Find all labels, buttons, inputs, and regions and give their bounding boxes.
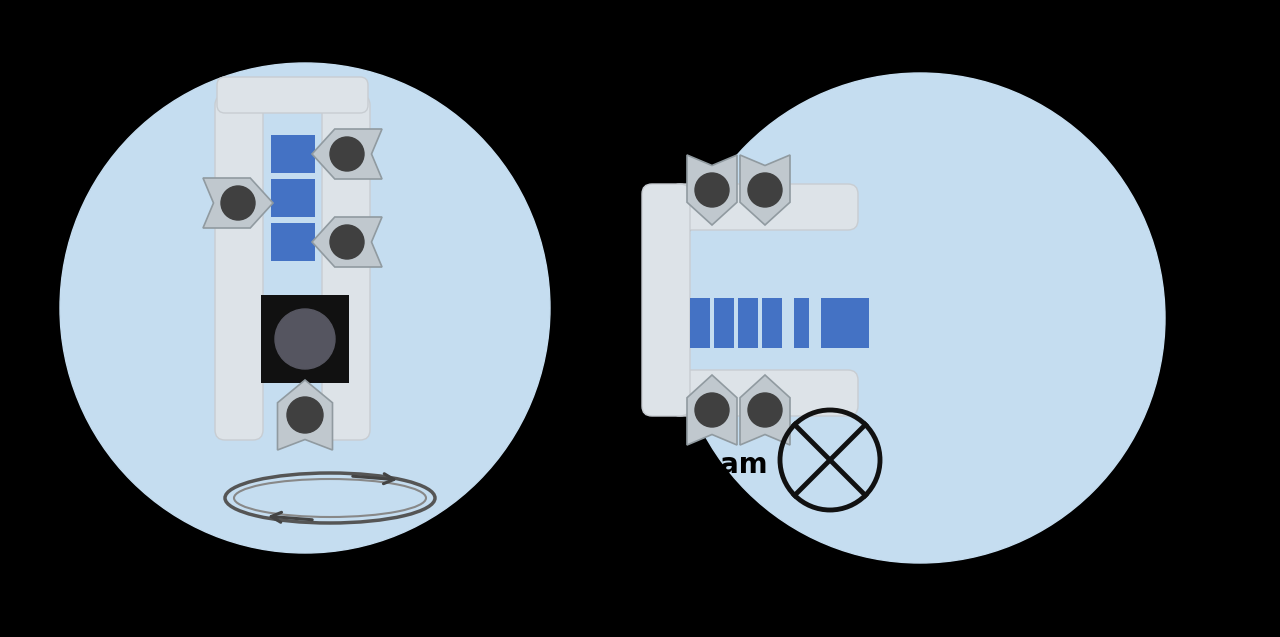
FancyBboxPatch shape (643, 184, 690, 416)
Polygon shape (740, 155, 790, 225)
Bar (271, 223, 315, 261)
Polygon shape (312, 217, 381, 267)
Text: Beam: Beam (681, 451, 768, 479)
Bar (271, 135, 315, 173)
Text: +ve ppth: +ve ppth (259, 556, 402, 584)
Circle shape (275, 309, 335, 369)
Polygon shape (312, 129, 381, 179)
FancyBboxPatch shape (215, 95, 262, 440)
FancyBboxPatch shape (669, 184, 858, 230)
Bar (762, 298, 782, 348)
Bar (739, 298, 758, 348)
Circle shape (330, 225, 364, 259)
FancyBboxPatch shape (218, 77, 369, 113)
Bar (794, 298, 809, 348)
Polygon shape (687, 375, 737, 445)
Circle shape (748, 393, 782, 427)
Circle shape (60, 63, 550, 553)
Bar (261, 295, 349, 383)
Circle shape (695, 393, 730, 427)
Polygon shape (687, 155, 737, 225)
Bar (820, 298, 869, 348)
Bar (690, 298, 710, 348)
Circle shape (748, 173, 782, 207)
FancyBboxPatch shape (669, 370, 858, 416)
Circle shape (287, 397, 323, 433)
Circle shape (221, 186, 255, 220)
Polygon shape (278, 380, 333, 450)
FancyBboxPatch shape (323, 95, 370, 440)
Bar (714, 298, 733, 348)
Polygon shape (204, 178, 273, 228)
Polygon shape (740, 375, 790, 445)
Bar (271, 179, 315, 217)
Circle shape (675, 73, 1165, 563)
Circle shape (695, 173, 730, 207)
Circle shape (330, 137, 364, 171)
